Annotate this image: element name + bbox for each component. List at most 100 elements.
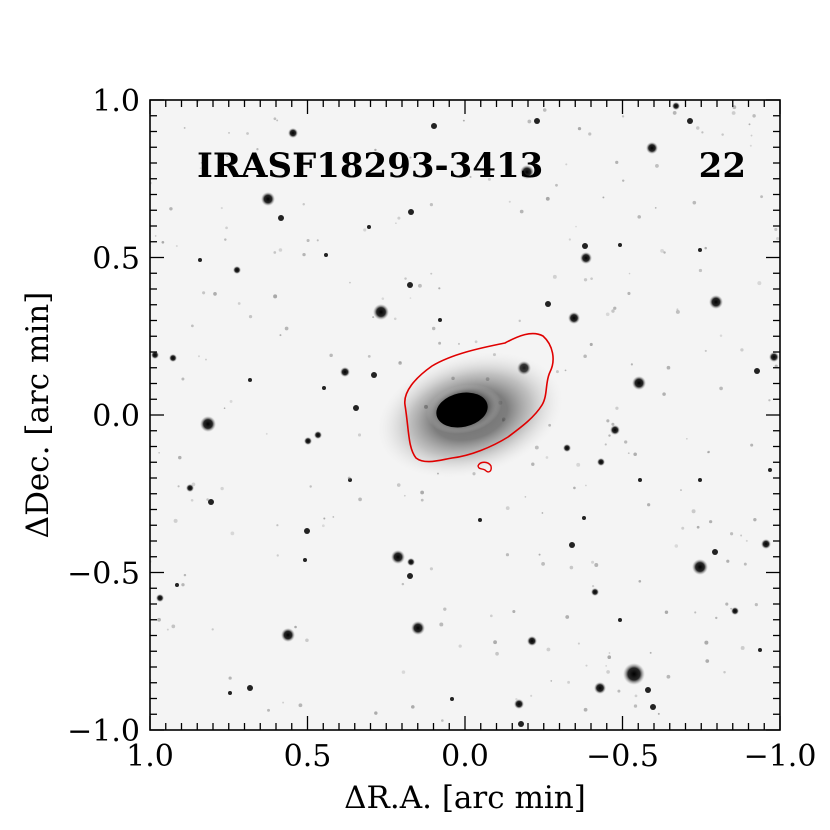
star-source [534, 118, 540, 124]
faint-source [743, 562, 747, 566]
faint-source [206, 498, 209, 501]
faint-source [256, 148, 259, 151]
faint-source [298, 703, 303, 708]
faint-source [229, 400, 233, 403]
star-source [692, 559, 708, 575]
faint-source [541, 561, 545, 566]
faint-source [615, 160, 619, 164]
faint-source [169, 207, 173, 211]
faint-source [594, 563, 599, 567]
faint-source [705, 659, 710, 663]
faint-source [564, 369, 567, 372]
y-tick-label: −0.5 [67, 557, 140, 592]
faint-source [546, 647, 551, 652]
faint-source [531, 462, 535, 466]
star-source [407, 558, 415, 566]
faint-source [538, 553, 541, 556]
star-source [322, 386, 326, 390]
faint-source [302, 252, 306, 257]
faint-source [719, 334, 723, 337]
sky-image [150, 100, 780, 727]
faint-source [608, 652, 611, 654]
y-tick-label: 0.5 [92, 242, 140, 277]
faint-source [226, 155, 228, 158]
faint-source [624, 440, 628, 444]
star-source [768, 468, 772, 472]
faint-source [429, 567, 434, 571]
faint-source [171, 624, 176, 629]
star-source [228, 691, 232, 695]
star-source [597, 458, 605, 466]
x-tick-label: −0.5 [586, 739, 659, 774]
star-source [527, 636, 537, 646]
faint-source [604, 443, 607, 446]
axis-ticks [149, 99, 781, 731]
faint-source [768, 399, 771, 402]
faint-source [211, 628, 214, 631]
faint-source [183, 127, 186, 129]
faint-source [234, 172, 237, 176]
panel-number-label: 22 [699, 146, 746, 186]
faint-source [363, 228, 367, 232]
faint-source [420, 498, 424, 502]
faint-source [757, 281, 762, 286]
star-source [169, 354, 177, 362]
faint-source [430, 272, 433, 275]
star-source [594, 682, 606, 694]
faint-source [577, 127, 582, 131]
faint-source [273, 294, 278, 299]
star-source [520, 165, 534, 179]
faint-source [591, 560, 595, 564]
faint-source [347, 476, 351, 480]
faint-source [719, 386, 723, 391]
faint-source [740, 534, 743, 537]
faint-source [583, 278, 588, 282]
faint-source [750, 134, 753, 137]
star-source [281, 628, 295, 642]
faint-source [565, 163, 568, 166]
star-source [261, 192, 275, 206]
faint-source [398, 361, 402, 365]
star-source [407, 573, 413, 579]
faint-source [760, 195, 764, 199]
faint-source [374, 711, 378, 715]
faint-source [774, 364, 778, 368]
star-source [200, 416, 216, 432]
star-source [407, 282, 413, 288]
galaxy-contour-island [477, 461, 492, 473]
faint-source [213, 292, 217, 296]
faint-source [606, 419, 610, 423]
faint-source [332, 516, 335, 518]
faint-source [223, 407, 226, 410]
faint-source [515, 697, 518, 701]
star-source [650, 704, 656, 710]
faint-source [585, 484, 587, 487]
faint-source [701, 171, 704, 175]
object-name-label: IRASF18293-3413 [197, 146, 543, 186]
star-source [288, 128, 298, 138]
faint-source [589, 342, 593, 346]
faint-source [542, 108, 547, 112]
faint-source [662, 392, 666, 396]
faint-source [715, 616, 718, 620]
faint-source [418, 283, 422, 288]
faint-source [569, 565, 574, 570]
star-source [450, 697, 454, 701]
faint-source [723, 671, 726, 674]
star-source [545, 301, 551, 307]
faint-source [495, 651, 499, 656]
star-source [632, 376, 646, 390]
faint-source [358, 497, 362, 502]
faint-source [349, 281, 351, 284]
star-source [672, 102, 680, 110]
faint-source [273, 117, 277, 121]
faint-source [675, 309, 680, 314]
faint-source [228, 132, 230, 134]
faint-source [276, 119, 279, 122]
faint-source [674, 544, 679, 548]
faint-source [748, 123, 751, 126]
faint-source [704, 640, 709, 645]
faint-source [660, 248, 664, 253]
faint-source [545, 196, 550, 201]
faint-source [633, 704, 638, 708]
